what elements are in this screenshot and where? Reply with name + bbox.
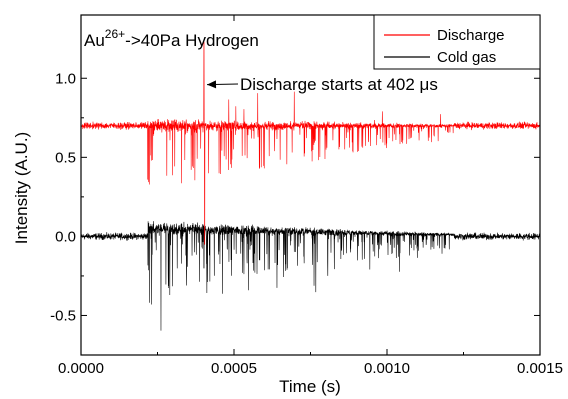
ion-target: ->40Pa Hydrogen (125, 31, 259, 50)
x-tick-label: 0.0010 (364, 360, 410, 377)
legend-label-discharge: Discharge (437, 27, 505, 44)
y-tick-label: 0.0 (55, 228, 76, 245)
x-tick-label: 0.0015 (517, 360, 563, 377)
series-layer (81, 41, 540, 331)
x-axis: 0.0000 0.0005 0.0010 0.0015 (58, 15, 563, 377)
y-tick-label: -0.5 (50, 307, 76, 324)
ion-symbol: Au (84, 31, 105, 50)
x-tick-label: 0.0005 (211, 360, 257, 377)
discharge-annotation: Discharge starts at 402 μs (240, 75, 438, 94)
y-tick-label: 1.0 (55, 70, 76, 87)
x-tick-label: 0.0000 (58, 360, 104, 377)
series-line-cold-gas (81, 221, 540, 331)
ion-charge: 26+ (105, 27, 125, 41)
y-tick-label: 0.5 (55, 149, 76, 166)
discharge-arrowhead (207, 80, 217, 89)
x-axis-title: Time (s) (279, 377, 341, 396)
legend-label-cold-gas: Cold gas (437, 49, 496, 66)
ion-annotation: Au26+->40Pa Hydrogen (84, 27, 259, 50)
legend-box (373, 14, 541, 70)
legend: Discharge Cold gas (373, 14, 541, 70)
y-axis: -0.5 0.0 0.5 1.0 (50, 70, 540, 324)
y-axis-title: Intensity (A.U.) (12, 132, 31, 244)
series-line-discharge (81, 41, 540, 245)
